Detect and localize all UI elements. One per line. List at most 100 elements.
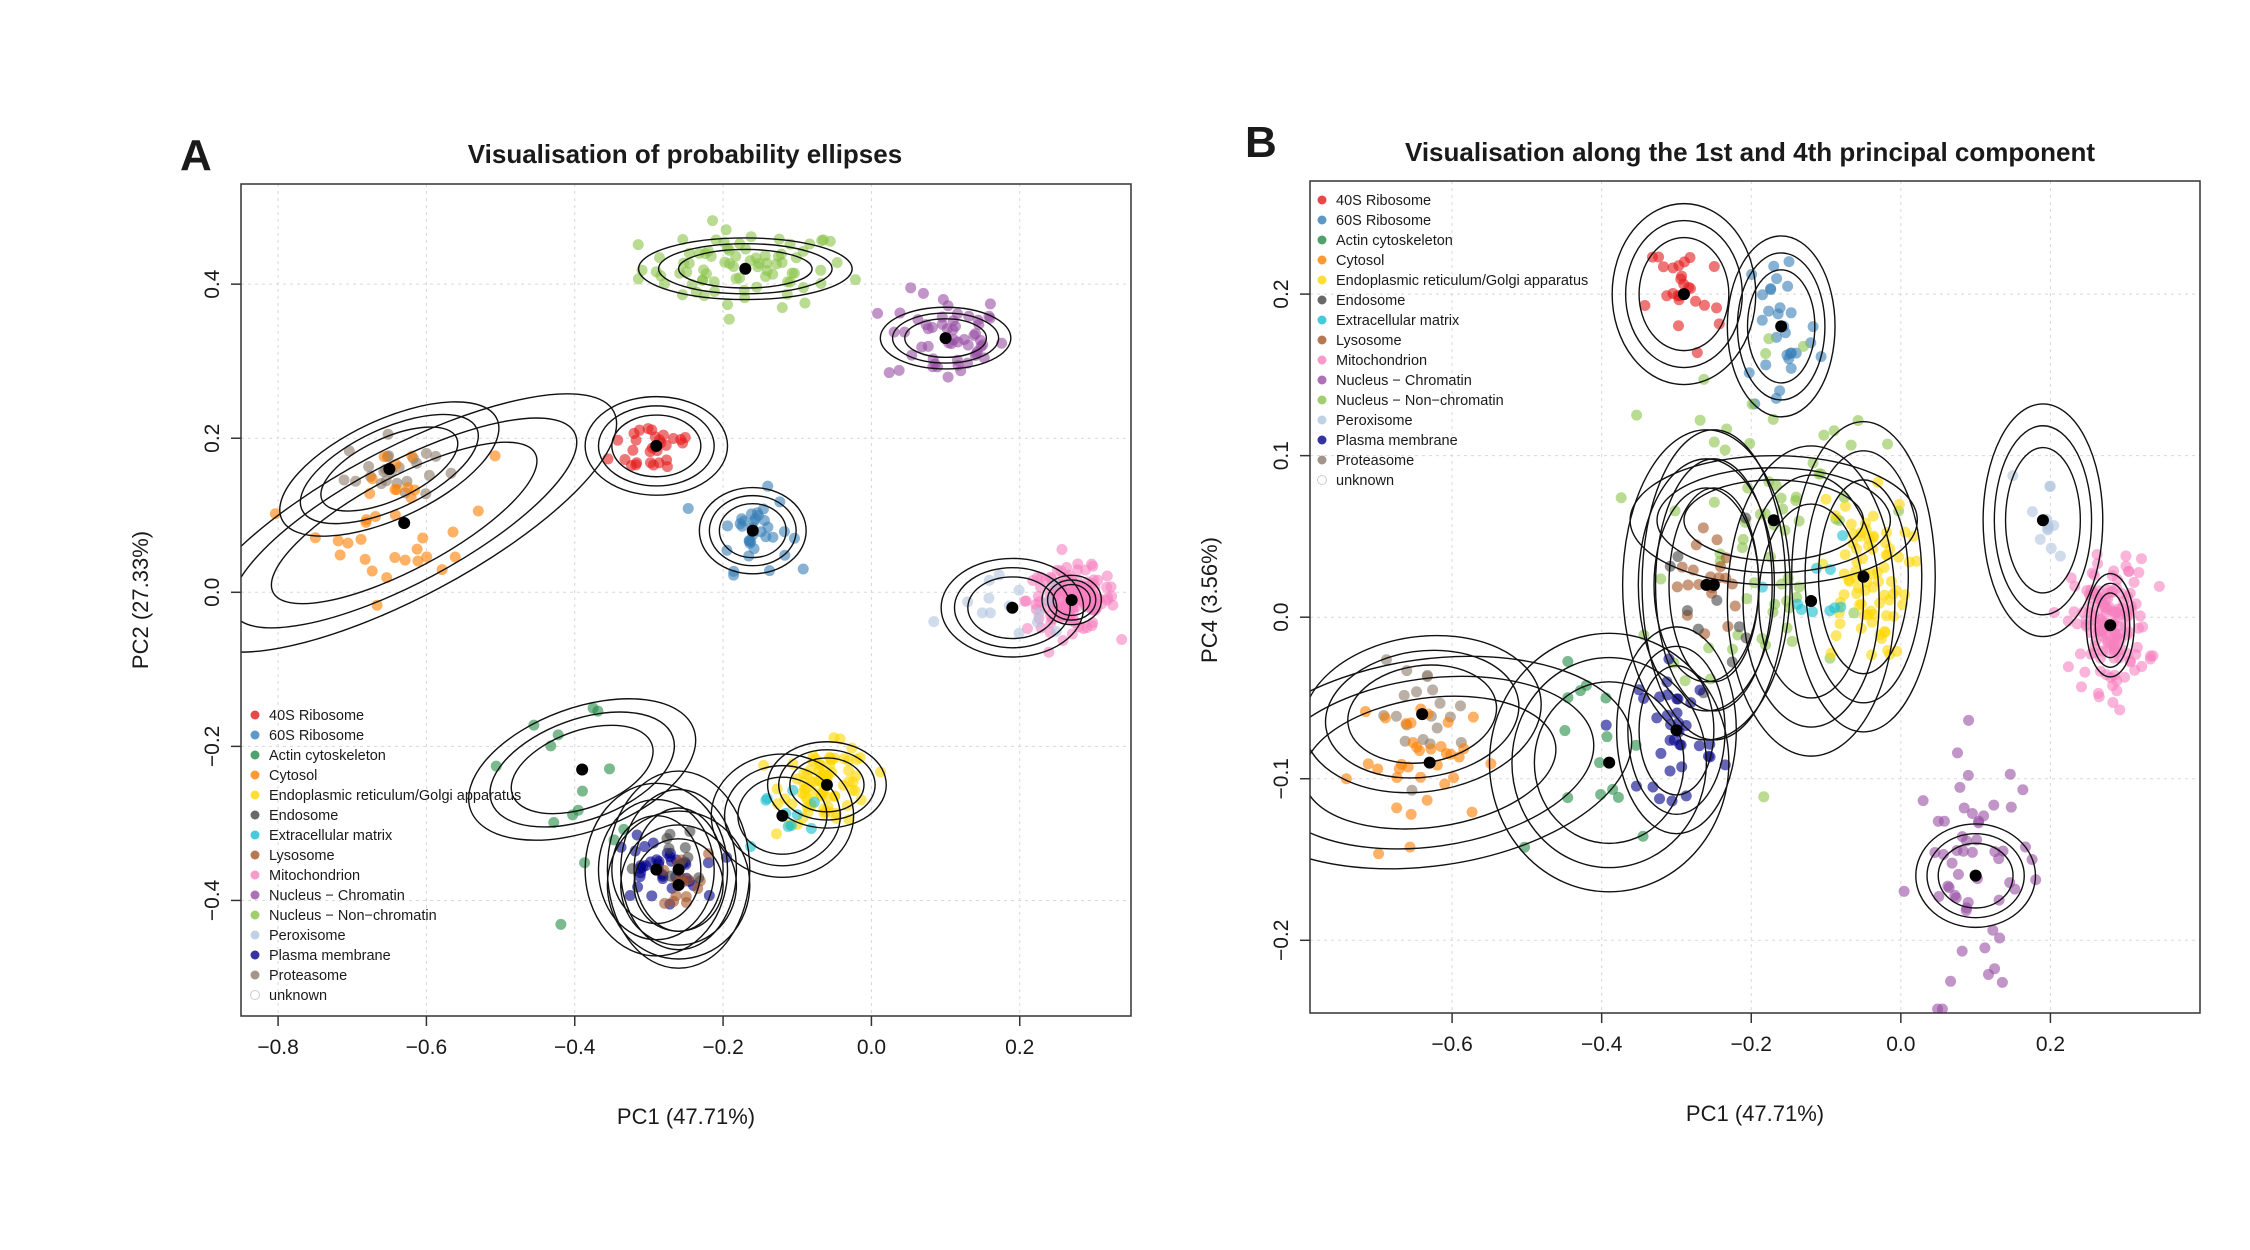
data-point: [719, 256, 731, 268]
data-point: [942, 300, 954, 312]
legend-label: Endosome: [269, 808, 338, 824]
data-point: [676, 289, 688, 301]
probability-ellipse: [270, 441, 538, 605]
data-point: [1056, 544, 1068, 556]
data-point: [1595, 788, 1607, 800]
data-point: [555, 918, 567, 930]
probability-ellipse: [953, 566, 1071, 649]
data-point: [366, 565, 378, 577]
data-point: [776, 302, 788, 314]
x-axis-label-a: PC1 (47.71%): [617, 1104, 755, 1129]
data-point: [1872, 476, 1884, 488]
cluster-center: [383, 463, 396, 476]
data-point: [1786, 635, 1798, 647]
probability-ellipse: [241, 417, 578, 629]
data-point: [1021, 623, 1033, 635]
data-point: [355, 533, 367, 545]
data-point: [1853, 599, 1865, 611]
x-tick-label: −0.6: [406, 1036, 447, 1059]
probability-ellipse: [1746, 269, 1816, 384]
legend-label: Mitochondrion: [1336, 353, 1427, 369]
data-point: [1897, 599, 1909, 611]
data-point: [1417, 734, 1429, 746]
data-point: [1988, 799, 2000, 811]
data-point: [750, 252, 762, 264]
x-tick-label: 0.2: [1005, 1036, 1034, 1059]
data-point: [928, 616, 940, 628]
data-point: [1485, 758, 1497, 770]
data-point: [1467, 711, 1479, 723]
data-point: [647, 459, 659, 471]
data-point: [660, 439, 672, 451]
data-point: [2101, 634, 2113, 646]
centers-a: [383, 262, 1078, 892]
legend-label: Actin cytoskeleton: [269, 748, 386, 764]
data-point: [1693, 740, 1705, 752]
legend-label: 40S Ribosome: [1336, 193, 1431, 209]
probability-ellipse: [1052, 583, 1091, 617]
data-point: [2106, 570, 2118, 582]
data-point: [1834, 618, 1846, 630]
data-point: [818, 803, 830, 815]
legend-label: Peroxisome: [1336, 413, 1413, 429]
data-point: [1839, 549, 1851, 561]
data-point: [1101, 570, 1113, 582]
data-point: [1697, 522, 1709, 534]
data-point: [1888, 610, 1900, 622]
data-point: [684, 825, 696, 837]
data-point: [1019, 595, 1031, 607]
data-point: [618, 823, 630, 835]
data-point: [752, 509, 764, 521]
data-point: [1013, 584, 1025, 596]
data-point: [612, 434, 624, 446]
legend-label: Endoplasmic reticulum/Golgi apparatus: [1336, 273, 1588, 289]
data-point: [1405, 717, 1417, 729]
data-point: [808, 796, 820, 808]
data-point: [269, 508, 281, 520]
legend-swatch: [1317, 455, 1327, 465]
data-point: [2071, 618, 2083, 630]
data-point: [2132, 622, 2144, 634]
data-point: [707, 215, 719, 227]
data-point: [807, 786, 819, 798]
legend-swatch: [1317, 375, 1327, 385]
data-point: [447, 526, 459, 538]
probability-ellipse: [633, 807, 724, 932]
cluster-center: [1767, 514, 1780, 527]
cluster-center: [1065, 594, 1078, 606]
data-point: [1032, 590, 1044, 602]
data-point: [2068, 606, 2080, 618]
data-point: [1736, 542, 1748, 554]
y-tick-label: 0.2: [201, 424, 224, 453]
data-point: [1952, 868, 1964, 880]
probability-ellipse: [606, 770, 751, 969]
probability-ellipse: [1310, 655, 1633, 870]
data-point: [1106, 590, 1118, 602]
probability-ellipse: [1533, 681, 1685, 845]
data-point: [1994, 932, 2006, 944]
data-point: [788, 532, 800, 544]
legend-swatch: [1317, 355, 1327, 365]
legend-swatch: [250, 830, 260, 840]
data-point: [1966, 846, 1978, 858]
cluster-center: [672, 879, 685, 892]
cluster-center: [939, 332, 952, 345]
probability-ellipse: [1511, 656, 1708, 869]
data-point: [942, 371, 954, 383]
data-point: [721, 544, 733, 556]
data-point: [730, 250, 742, 262]
data-point: [1760, 359, 1772, 371]
probability-ellipse: [1627, 645, 1726, 815]
panel-b-title: Visualisation along the 1st and 4th prin…: [1405, 137, 2095, 167]
data-point: [646, 890, 658, 902]
data-point: [334, 549, 346, 561]
data-point: [2111, 685, 2123, 697]
data-point: [625, 460, 637, 472]
cluster-center: [672, 863, 685, 876]
data-point: [973, 319, 985, 331]
data-point: [1664, 734, 1676, 746]
data-point: [1655, 573, 1667, 585]
data-point: [1893, 551, 1905, 563]
data-point: [1783, 256, 1795, 268]
cluster-center: [820, 778, 833, 791]
